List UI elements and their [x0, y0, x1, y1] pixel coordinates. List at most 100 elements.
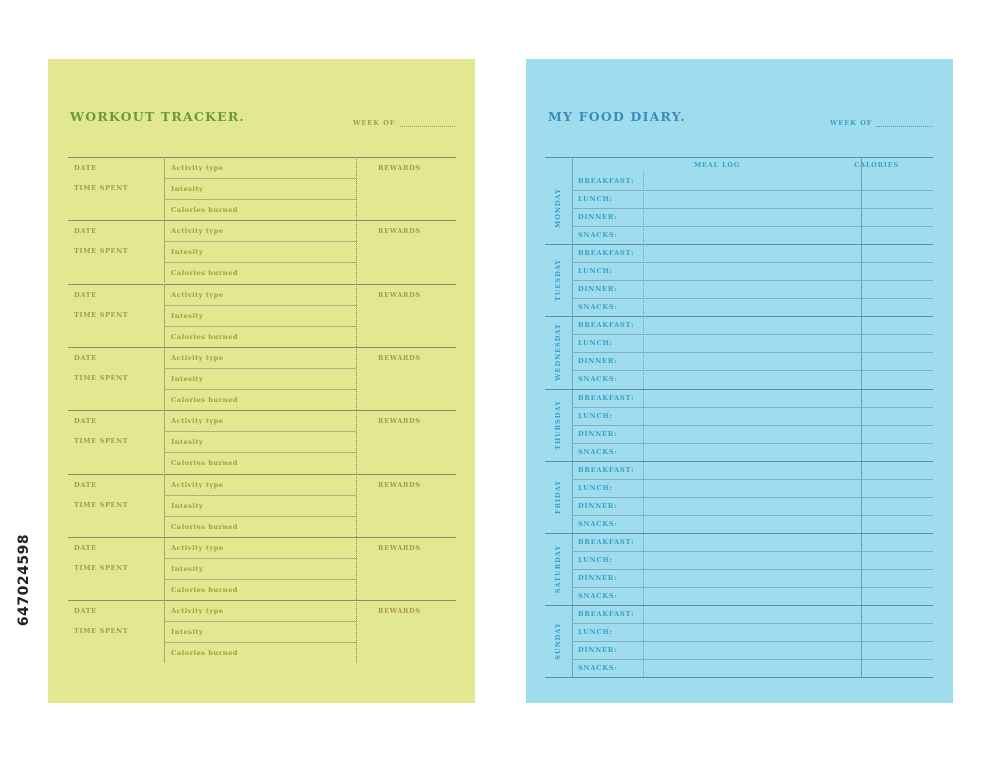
block-rewards-divider: [356, 600, 357, 664]
calories-burned-field[interactable]: Calories burned: [171, 585, 238, 594]
block-rewards-divider: [356, 220, 357, 284]
meal-line: [572, 424, 933, 426]
meal-label[interactable]: LUNCH:: [578, 628, 613, 637]
block-left-divider: [164, 346, 165, 410]
meal-label[interactable]: SNACKS:: [578, 664, 618, 673]
calories-burned-field[interactable]: Calories burned: [171, 395, 238, 404]
field-line: [164, 178, 356, 179]
meal-label[interactable]: BREAKFAST:: [578, 610, 635, 619]
activity-type-field[interactable]: Activity type: [171, 607, 224, 616]
intensity-field[interactable]: Intesity: [171, 564, 204, 573]
date-label: DATE: [74, 290, 97, 299]
date-label: DATE: [74, 227, 97, 236]
rewards-label: REWARDS: [378, 227, 421, 236]
activity-type-field[interactable]: Activity type: [171, 543, 224, 552]
meal-label[interactable]: SNACKS:: [578, 375, 618, 384]
intensity-field[interactable]: Intesity: [171, 438, 204, 447]
workout-block: DATE TIME SPENT Activity type Intesity Calor…: [68, 157, 456, 220]
workout-block: DATE TIME SPENT Activity type Intesity Calor…: [68, 410, 456, 474]
calories-column-divider: [861, 157, 862, 677]
intensity-field[interactable]: Intesity: [171, 501, 204, 510]
intensity-field[interactable]: Intesity: [171, 248, 204, 257]
activity-type-field[interactable]: Activity type: [171, 227, 224, 236]
meal-label[interactable]: DINNER:: [578, 213, 618, 221]
meal-label[interactable]: DINNER:: [578, 646, 618, 655]
workout-block: DATE TIME SPENT Activity type Intesity Calor…: [68, 473, 456, 537]
meal-label[interactable]: DINNER:: [578, 501, 618, 510]
meal-label[interactable]: SNACKS:: [578, 447, 618, 456]
day-label: WEDNESDAY: [554, 323, 562, 382]
calories-burned-field[interactable]: Calories burned: [171, 269, 238, 278]
meal-line: [572, 370, 933, 372]
meal-label[interactable]: LUNCH:: [578, 339, 613, 348]
meal-label[interactable]: BREAKFAST:: [578, 538, 635, 546]
time-spent-label: TIME SPENT: [74, 563, 129, 572]
date-label: DATE: [74, 417, 97, 426]
meal-label[interactable]: BREAKFAST:: [578, 177, 635, 185]
calories-burned-field[interactable]: Calories burned: [171, 459, 238, 468]
meal-label[interactable]: SNACKS:: [578, 303, 618, 312]
meal-label[interactable]: SNACKS:: [578, 592, 618, 600]
calories-burned-field[interactable]: Calories burned: [171, 649, 238, 658]
calories-burned-field[interactable]: Calories burned: [171, 206, 238, 214]
meal-label[interactable]: BREAKFAST:: [578, 465, 635, 474]
meal-label[interactable]: LUNCH:: [578, 411, 613, 420]
meal-label[interactable]: SNACKS:: [578, 519, 618, 528]
day-block: THURSDAY BREAKFAST: LUNCH: DINNER: SNACKS:: [545, 388, 933, 461]
meal-label[interactable]: BREAKFAST:: [578, 321, 635, 330]
time-spent-label: TIME SPENT: [74, 627, 129, 636]
meal-label[interactable]: LUNCH:: [578, 483, 613, 492]
workout-block: DATE TIME SPENT Activity type Intesity Calor…: [68, 283, 456, 347]
activity-type-field[interactable]: Activity type: [171, 353, 224, 362]
intensity-field[interactable]: Intesity: [171, 311, 204, 320]
calories-burned-field[interactable]: Calories burned: [171, 522, 238, 531]
meal-label[interactable]: DINNER:: [578, 285, 618, 294]
meal-line: [572, 478, 933, 480]
workout-tracker-sheet: WORKOUT TRACKER. WEEK OF DATE TIME SPENT A…: [48, 59, 475, 703]
activity-type-field[interactable]: Activity type: [171, 164, 224, 172]
time-spent-label: TIME SPENT: [74, 500, 129, 509]
block-rewards-divider: [356, 283, 357, 347]
calories-burned-field[interactable]: Calories burned: [171, 332, 238, 341]
intensity-field[interactable]: Intesity: [171, 374, 204, 383]
meal-line: [572, 406, 933, 408]
block-left-divider: [164, 473, 165, 537]
block-left-divider: [164, 157, 165, 220]
day-block: TUESDAY BREAKFAST: LUNCH: DINNER: SNACKS:: [545, 244, 933, 316]
intensity-field[interactable]: Intesity: [171, 185, 204, 193]
calories-header: CALORIES: [854, 161, 899, 169]
meal-line: [572, 280, 933, 282]
block-rewards-divider: [356, 536, 357, 600]
meal-label[interactable]: DINNER:: [578, 574, 618, 582]
rewards-label: REWARDS: [378, 480, 421, 489]
food-week-of-field[interactable]: [876, 126, 932, 127]
meal-line: [572, 496, 933, 498]
day-label: FRIDAY: [554, 479, 562, 514]
field-line: [164, 241, 356, 243]
day-top-line: [545, 605, 933, 607]
rewards-label: REWARDS: [378, 417, 421, 426]
meal-label[interactable]: LUNCH:: [578, 267, 613, 276]
block-top-line: [68, 346, 456, 348]
activity-type-field[interactable]: Activity type: [171, 290, 224, 299]
day-block: FRIDAY BREAKFAST: LUNCH: DINNER: SNACKS:: [545, 460, 933, 533]
workout-week-of-field[interactable]: [400, 126, 455, 127]
meal-label[interactable]: LUNCH:: [578, 195, 613, 203]
meal-label[interactable]: DINNER:: [578, 429, 618, 438]
time-spent-label: TIME SPENT: [74, 310, 129, 319]
block-left-divider: [164, 283, 165, 347]
day-top-line: [545, 460, 933, 462]
workout-block: DATE TIME SPENT Activity type Intesity Calor…: [68, 600, 456, 664]
block-top-line: [68, 157, 456, 158]
meal-label[interactable]: BREAKFAST:: [578, 393, 635, 402]
activity-type-field[interactable]: Activity type: [171, 417, 224, 426]
block-top-line: [68, 473, 456, 475]
meal-label[interactable]: LUNCH:: [578, 556, 613, 564]
meal-label[interactable]: SNACKS:: [578, 231, 618, 239]
meal-label[interactable]: DINNER:: [578, 357, 618, 366]
intensity-field[interactable]: Intesity: [171, 628, 204, 637]
meal-label[interactable]: BREAKFAST:: [578, 249, 635, 258]
side-id-label: 647024598: [16, 533, 32, 627]
activity-type-field[interactable]: Activity type: [171, 480, 224, 489]
field-line: [164, 621, 356, 623]
